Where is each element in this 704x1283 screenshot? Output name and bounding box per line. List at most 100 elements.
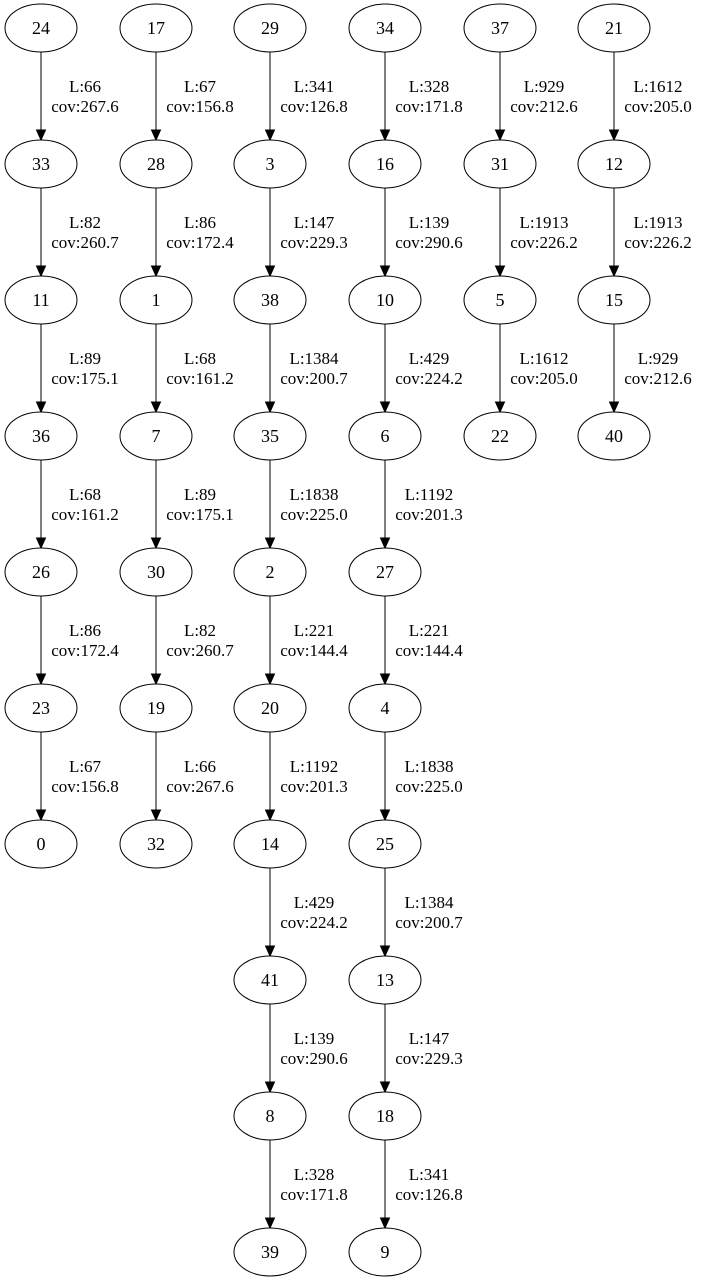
edge-arrowhead [494, 265, 506, 278]
chain-3: L:341cov:126.8L:147cov:229.3L:1384cov:20… [233, 3, 348, 1277]
node-label: 22 [491, 426, 509, 446]
node-label: 34 [376, 18, 394, 38]
graph-node: 22 [463, 411, 537, 461]
node-label: 41 [261, 970, 279, 990]
node-label: 9 [381, 1242, 390, 1262]
edge-arrowhead [264, 673, 276, 686]
edge-length-label: L:66 [69, 77, 101, 96]
edge-arrowhead [379, 401, 391, 414]
edge-arrowhead [150, 265, 162, 278]
edge-length-label: L:1612 [519, 349, 568, 368]
node-label: 0 [37, 834, 46, 854]
node-label: 27 [376, 562, 394, 582]
node-ellipse [577, 3, 651, 53]
graph-node: 29 [233, 3, 307, 53]
edge-length-label: L:68 [69, 485, 101, 504]
graph-node: 35 [233, 411, 307, 461]
edge-coverage-label: cov:212.6 [624, 369, 692, 388]
node-label: 5 [496, 290, 505, 310]
node-ellipse [348, 819, 422, 869]
edge-arrowhead [264, 129, 276, 142]
node-ellipse [119, 819, 193, 869]
graph-node: 39 [233, 1227, 307, 1277]
edge-length-label: L:1384 [289, 349, 339, 368]
node-label: 12 [605, 154, 623, 174]
edge-length-label: L:89 [69, 349, 101, 368]
edge-arrowhead [379, 129, 391, 142]
edge-coverage-label: cov:172.4 [166, 233, 234, 252]
node-ellipse [348, 955, 422, 1005]
node-label: 38 [261, 290, 279, 310]
edge-coverage-label: cov:200.7 [280, 369, 348, 388]
graph-node: 18 [348, 1091, 422, 1141]
edge-length-label: L:147 [409, 1029, 450, 1048]
edge-coverage-label: cov:161.2 [166, 369, 234, 388]
graph-node: 40 [577, 411, 651, 461]
node-label: 29 [261, 18, 279, 38]
node-ellipse [4, 3, 78, 53]
edge-length-label: L:86 [69, 621, 101, 640]
node-label: 32 [147, 834, 165, 854]
node-label: 1 [152, 290, 161, 310]
edge-arrowhead [150, 537, 162, 550]
node-label: 36 [32, 426, 50, 446]
edge-coverage-label: cov:171.8 [280, 1185, 348, 1204]
node-ellipse [233, 819, 307, 869]
graph-node: 38 [233, 275, 307, 325]
node-ellipse [233, 1091, 307, 1141]
graph-node: 36 [4, 411, 78, 461]
edge-arrowhead [379, 1217, 391, 1230]
node-ellipse [577, 139, 651, 189]
edge-coverage-label: cov:144.4 [280, 641, 348, 660]
edge-coverage-label: cov:172.4 [51, 641, 119, 660]
edge-coverage-label: cov:156.8 [51, 777, 119, 796]
node-label: 10 [376, 290, 394, 310]
edge-length-label: L:89 [184, 485, 216, 504]
node-label: 35 [261, 426, 279, 446]
edge-arrowhead [35, 265, 47, 278]
node-ellipse [577, 411, 651, 461]
node-ellipse [348, 1091, 422, 1141]
edge-arrowhead [264, 1081, 276, 1094]
edge-coverage-label: cov:260.7 [166, 641, 234, 660]
edge-arrowhead [150, 809, 162, 822]
graph-node: 30 [119, 547, 193, 597]
edge-length-label: L:1913 [519, 213, 568, 232]
edge-coverage-label: cov:200.7 [395, 913, 463, 932]
edge-length-label: L:1384 [404, 893, 454, 912]
edge-arrowhead [150, 401, 162, 414]
graph-node: 17 [119, 3, 193, 53]
node-ellipse [233, 411, 307, 461]
edge-arrowhead [35, 129, 47, 142]
chain-6: L:1612cov:205.0L:1913cov:226.2L:929cov:2… [577, 3, 692, 461]
edge-length-label: L:86 [184, 213, 216, 232]
node-ellipse [119, 275, 193, 325]
edge-length-label: L:328 [409, 77, 450, 96]
edge-coverage-label: cov:260.7 [51, 233, 119, 252]
node-ellipse [119, 547, 193, 597]
node-ellipse [348, 275, 422, 325]
edge-length-label: L:139 [409, 213, 450, 232]
node-ellipse [4, 683, 78, 733]
node-label: 37 [491, 18, 509, 38]
graph-node: 12 [577, 139, 651, 189]
node-label: 4 [381, 698, 390, 718]
node-ellipse [348, 411, 422, 461]
node-label: 13 [376, 970, 394, 990]
edge-arrowhead [494, 401, 506, 414]
graph-node: 2 [233, 547, 307, 597]
graph-node: 28 [119, 139, 193, 189]
node-label: 19 [147, 698, 165, 718]
